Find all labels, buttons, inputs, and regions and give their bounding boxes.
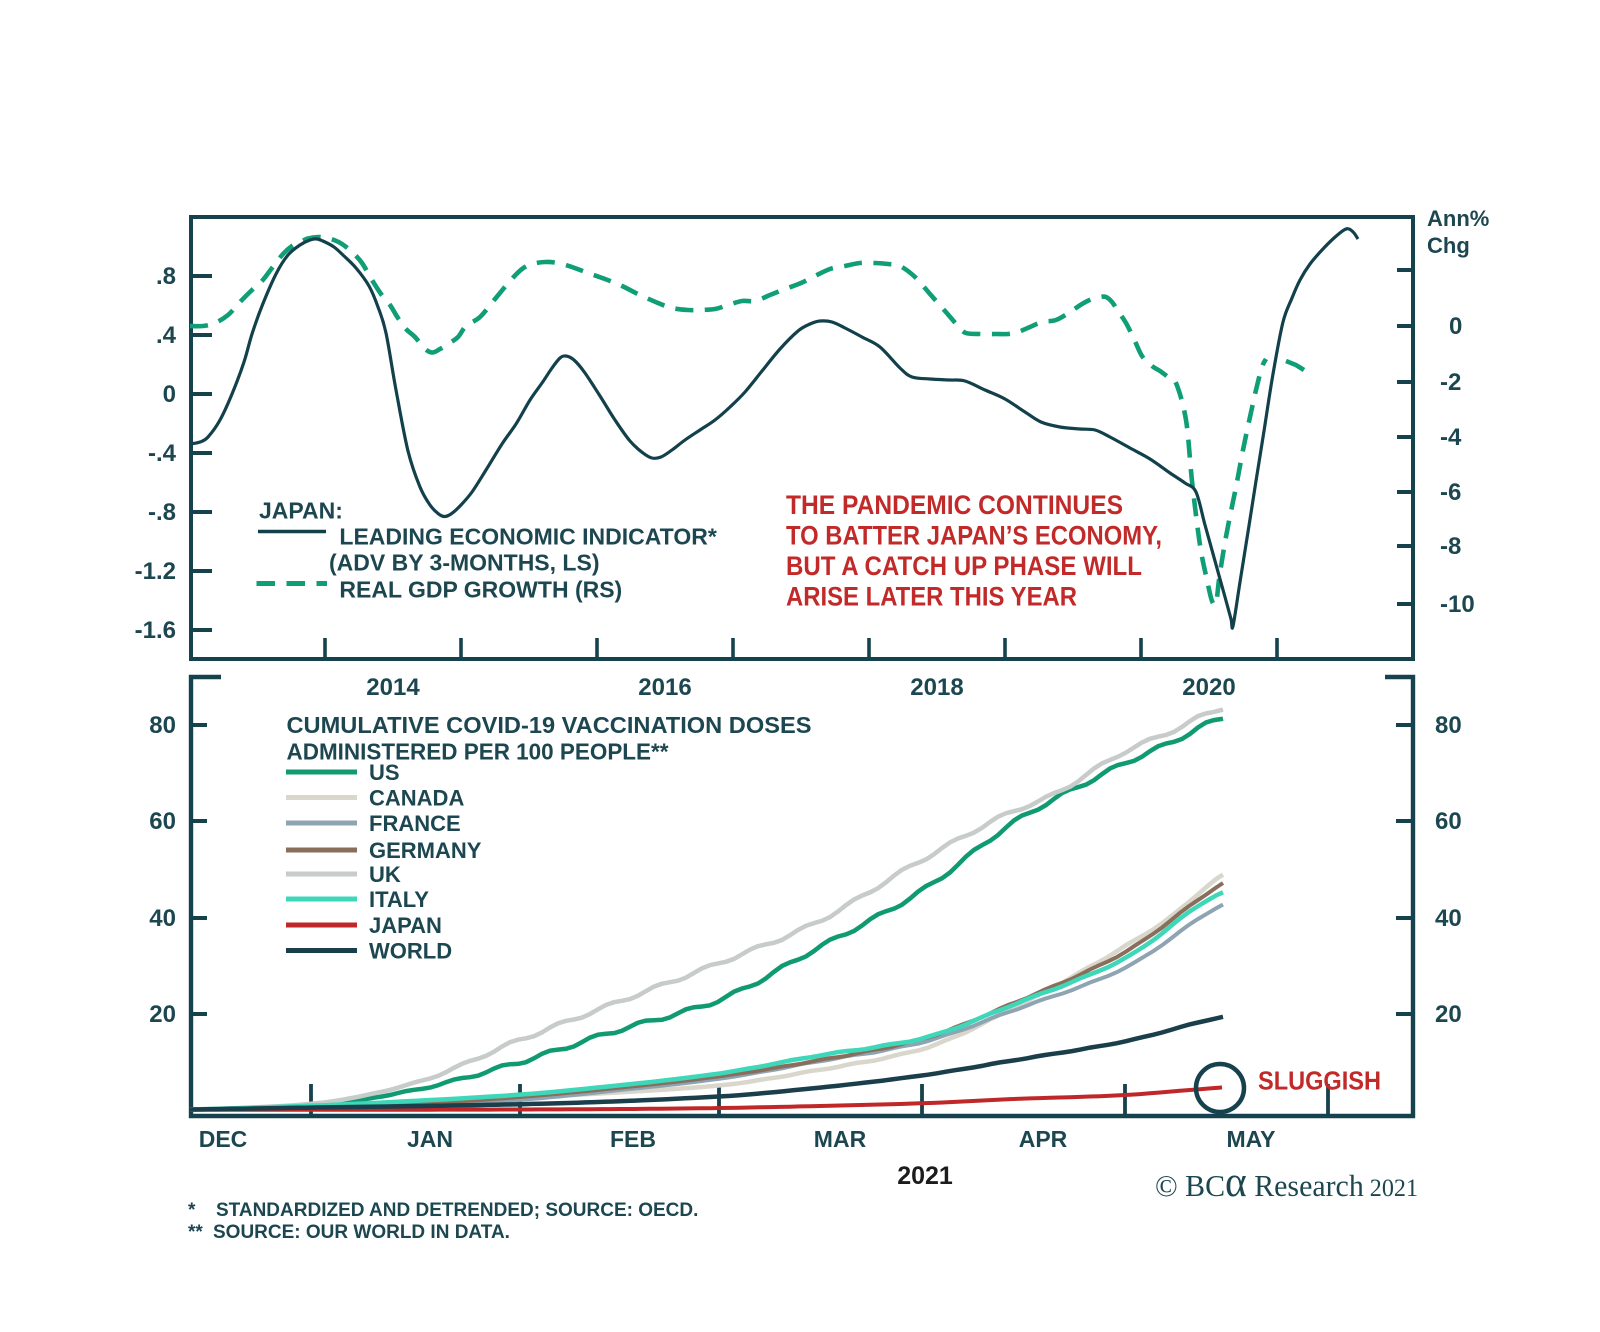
svg-text:2021: 2021 [897, 1162, 953, 1190]
svg-text:0: 0 [163, 381, 176, 408]
svg-text:60: 60 [149, 808, 176, 835]
svg-text:GERMANY: GERMANY [369, 838, 482, 863]
svg-text:FRANCE: FRANCE [369, 811, 461, 836]
svg-text:WORLD: WORLD [369, 939, 452, 964]
svg-text:-6: -6 [1440, 479, 1461, 506]
svg-text:60: 60 [1435, 808, 1462, 835]
svg-text:LEADING ECONOMIC INDICATOR*: LEADING ECONOMIC INDICATOR* [339, 523, 716, 549]
svg-text:MAR: MAR [814, 1126, 867, 1152]
svg-text:80: 80 [1435, 712, 1462, 739]
svg-text:APR: APR [1019, 1126, 1068, 1152]
svg-text:.8: .8 [156, 263, 176, 290]
svg-text:MAY: MAY [1227, 1126, 1276, 1152]
svg-text:2020: 2020 [1182, 674, 1235, 701]
svg-text:JAPAN:: JAPAN: [259, 497, 343, 523]
svg-text:-10: -10 [1440, 591, 1475, 618]
svg-text:20: 20 [1435, 1001, 1462, 1028]
svg-text:JAPAN: JAPAN [369, 913, 442, 938]
svg-text:-8: -8 [1440, 533, 1461, 560]
svg-text:-1.2: -1.2 [135, 558, 176, 585]
svg-text:(ADV BY 3-MONTHS, LS): (ADV BY 3-MONTHS, LS) [329, 549, 599, 575]
svg-text:DEC: DEC [199, 1126, 248, 1152]
svg-text:Ann%: Ann% [1427, 206, 1489, 231]
svg-text:CUMULATIVE COVID-19 VACCINATIO: CUMULATIVE COVID-19 VACCINATION DOSES [287, 712, 812, 738]
svg-text:40: 40 [1435, 905, 1462, 932]
svg-text:-1.6: -1.6 [135, 617, 176, 644]
svg-text:-.8: -.8 [148, 499, 176, 526]
svg-text:-4: -4 [1440, 424, 1462, 451]
svg-text:BUT A CATCH UP PHASE WILL: BUT A CATCH UP PHASE WILL [786, 551, 1142, 581]
svg-text:ARISE LATER THIS YEAR: ARISE LATER THIS YEAR [786, 582, 1077, 612]
svg-text:ITALY: ITALY [369, 887, 429, 912]
svg-text:2018: 2018 [910, 674, 963, 701]
svg-text:JAN: JAN [407, 1126, 453, 1152]
svg-text:2014: 2014 [366, 674, 420, 701]
svg-text:REAL GDP GROWTH (RS): REAL GDP GROWTH (RS) [339, 576, 622, 602]
svg-text:2016: 2016 [638, 674, 691, 701]
svg-text:UK: UK [369, 862, 401, 887]
svg-text:40: 40 [149, 905, 176, 932]
svg-text:TO BATTER JAPAN’S ECONOMY,: TO BATTER JAPAN’S ECONOMY, [786, 521, 1162, 551]
svg-text:CANADA: CANADA [369, 786, 464, 811]
svg-text:80: 80 [149, 712, 176, 739]
svg-text:0: 0 [1449, 313, 1462, 340]
svg-text:Chg: Chg [1427, 233, 1470, 258]
svg-text:FEB: FEB [610, 1126, 656, 1152]
svg-text:**SOURCE: OUR WORLD IN DATA.: ** SOURCE: OUR WORLD IN DATA. [188, 1222, 510, 1243]
svg-text:.4: .4 [156, 322, 177, 349]
svg-text:-2: -2 [1440, 369, 1461, 396]
svg-text:THE PANDEMIC CONTINUES: THE PANDEMIC CONTINUES [786, 490, 1123, 520]
svg-text:-.4: -.4 [148, 440, 177, 467]
svg-text:US: US [369, 760, 400, 785]
svg-text:SLUGGISH: SLUGGISH [1258, 1066, 1381, 1096]
svg-text:*STANDARDIZED AND DETRENDED; S: * STANDARDIZED AND DETRENDED; SOURCE: OEC… [188, 1200, 698, 1221]
svg-text:ADMINISTERED PER 100 PEOPLE**: ADMINISTERED PER 100 PEOPLE** [287, 739, 669, 765]
svg-text:20: 20 [149, 1001, 176, 1028]
